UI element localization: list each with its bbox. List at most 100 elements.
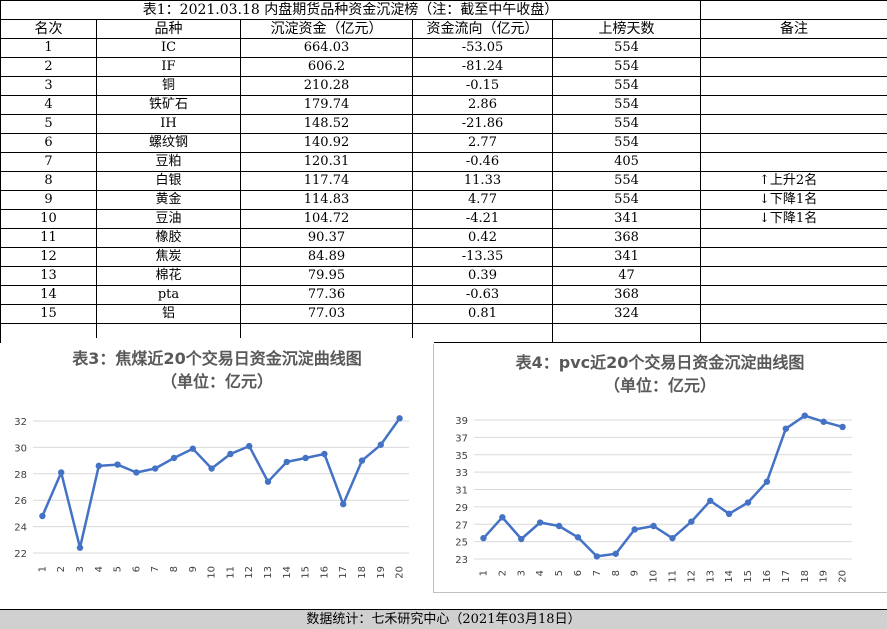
data-point: [171, 455, 177, 461]
cell-days: 554: [553, 172, 701, 191]
x-tick-label: 2: [56, 566, 67, 572]
cell-rank: 4: [1, 96, 97, 115]
cell-flow: 0.39: [413, 267, 553, 286]
header-flow: 资金流向（亿元）: [413, 20, 553, 39]
x-tick-label: 3: [75, 566, 86, 572]
cell-flow: -0.15: [413, 77, 553, 96]
cell-days: 554: [553, 39, 701, 58]
data-point: [839, 424, 845, 430]
data-point: [802, 412, 808, 418]
x-tick-label: 15: [743, 570, 754, 583]
data-point: [631, 526, 637, 532]
cell-note: [701, 267, 887, 286]
y-tick-label: 31: [455, 486, 468, 497]
chart-title: 表3：焦煤近20个交易日资金沉淀曲线图: [71, 349, 361, 368]
cell-name: pta: [97, 286, 241, 305]
cell-note: [701, 77, 887, 96]
y-tick-label: 30: [14, 443, 27, 454]
cell-flow: -13.35: [413, 248, 553, 267]
data-point: [39, 513, 45, 519]
chart-subtitle: （单位：亿元）: [161, 372, 273, 391]
cell-funds: 77.36: [241, 286, 413, 305]
x-tick-label: 5: [113, 566, 124, 572]
x-tick-label: 11: [667, 570, 678, 583]
x-tick-label: 14: [282, 566, 293, 579]
cell-name: 铁矿石: [97, 96, 241, 115]
pvc-chart-svg: 表4：pvc近20个交易日资金沉淀曲线图（单位：亿元）2325272931333…: [434, 344, 887, 592]
data-point: [480, 535, 486, 541]
x-tick-label: 13: [705, 570, 716, 583]
data-point: [114, 461, 120, 467]
data-point: [764, 478, 770, 484]
cell-name: 白银: [97, 172, 241, 191]
data-point: [152, 465, 158, 471]
x-tick-label: 13: [263, 566, 274, 579]
cell-name: 铝: [97, 305, 241, 324]
cell-name: 橡胶: [97, 229, 241, 248]
chart-subtitle: （单位：亿元）: [604, 376, 716, 395]
cell-name: 棉花: [97, 267, 241, 286]
cell-flow: -81.24: [413, 58, 553, 77]
y-tick-label: 35: [455, 451, 468, 462]
header-funds: 沉淀资金（亿元）: [241, 20, 413, 39]
x-tick-label: 8: [611, 570, 622, 576]
cell-name: 豆油: [97, 210, 241, 229]
data-point: [499, 514, 505, 520]
cell-days: 341: [553, 248, 701, 267]
cell-funds: 664.03: [241, 39, 413, 58]
x-tick-label: 1: [37, 566, 48, 572]
y-tick-label: 27: [455, 520, 468, 531]
cell-name: 豆粕: [97, 153, 241, 172]
data-point: [302, 455, 308, 461]
cell-name: IC: [97, 39, 241, 58]
cell-funds: 114.83: [241, 191, 413, 210]
x-tick-label: 7: [592, 570, 603, 576]
data-point: [246, 443, 252, 449]
data-point: [669, 535, 675, 541]
cell-funds: 79.95: [241, 267, 413, 286]
cell-days: 368: [553, 229, 701, 248]
data-point: [321, 451, 327, 457]
cell-flow: 0.42: [413, 229, 553, 248]
cell-note: [701, 134, 887, 153]
header-name: 品种: [97, 20, 241, 39]
x-tick-label: 20: [838, 570, 849, 583]
cell-funds: 84.89: [241, 248, 413, 267]
x-tick-label: 9: [188, 566, 199, 572]
data-point: [745, 499, 751, 505]
x-tick-label: 9: [630, 570, 641, 576]
y-tick-label: 25: [455, 538, 468, 549]
x-tick-label: 18: [357, 566, 368, 579]
data-point: [265, 479, 271, 485]
data-point: [359, 457, 365, 463]
cell-funds: 179.74: [241, 96, 413, 115]
table-title-row: 表1：2021.03.18 内盘期货品种资金沉淀榜（注：截至中午收盘）: [1, 1, 887, 20]
x-tick-label: 11: [225, 566, 236, 579]
y-tick-label: 32: [14, 417, 27, 428]
cell-flow: 2.86: [413, 96, 553, 115]
y-tick-label: 37: [455, 433, 468, 444]
cell-blank: [701, 324, 887, 343]
x-tick-label: 6: [573, 570, 584, 576]
data-point: [58, 469, 64, 475]
cell-name: IF: [97, 58, 241, 77]
cell-rank: 11: [1, 229, 97, 248]
x-tick-label: 6: [131, 566, 142, 572]
data-point: [518, 536, 524, 542]
cell-note: ↓下降1名: [701, 210, 887, 229]
header-days: 上榜天数: [553, 20, 701, 39]
x-tick-label: 7: [150, 566, 161, 572]
cell-name: IH: [97, 115, 241, 134]
cell-days: 341: [553, 210, 701, 229]
data-point: [707, 498, 713, 504]
x-tick-label: 16: [319, 566, 330, 579]
cell-note: ↓下降1名: [701, 191, 887, 210]
